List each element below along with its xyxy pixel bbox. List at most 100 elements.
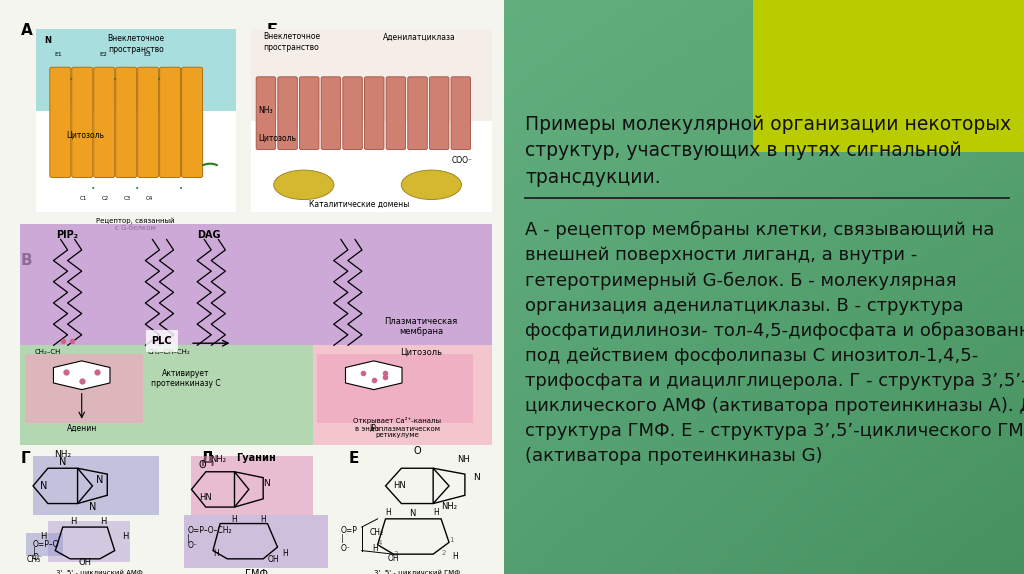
FancyBboxPatch shape (408, 77, 427, 150)
FancyBboxPatch shape (116, 67, 136, 177)
Bar (20, 224, 492, 346)
Text: NH₂: NH₂ (210, 455, 226, 464)
FancyBboxPatch shape (365, 77, 384, 150)
Text: Б: Б (266, 23, 278, 38)
Text: Примеры молекулярной организации некоторых
структур, участвующих в путях сигналь: Примеры молекулярной организации некотор… (525, 115, 1012, 187)
FancyBboxPatch shape (256, 77, 275, 150)
Text: Внеклеточное
пространство: Внеклеточное пространство (263, 32, 321, 52)
Text: Активирует
протеинкиназу С: Активирует протеинкиназу С (151, 369, 220, 388)
Text: N: N (96, 475, 103, 485)
FancyBboxPatch shape (137, 67, 159, 177)
Text: O=P–O–CH₂: O=P–O–CH₂ (187, 526, 231, 535)
Text: NH₂: NH₂ (441, 502, 457, 511)
Text: H: H (213, 549, 219, 559)
Text: C4: C4 (146, 196, 154, 200)
Bar (36, 29, 236, 111)
Text: Внеклеточное
пространство: Внеклеточное пространство (108, 34, 164, 53)
Text: H: H (70, 517, 77, 526)
Bar (184, 515, 328, 568)
FancyBboxPatch shape (181, 67, 203, 177)
Text: Аденин: Аденин (67, 424, 97, 433)
Text: C3: C3 (124, 196, 131, 200)
Text: |: | (33, 547, 36, 556)
FancyBboxPatch shape (322, 77, 341, 150)
Text: PIP₂: PIP₂ (56, 231, 79, 241)
Text: 3: 3 (393, 552, 398, 557)
Ellipse shape (401, 170, 462, 200)
Text: DAG: DAG (198, 231, 220, 241)
Text: NH₂: NH₂ (54, 449, 72, 459)
Text: Д: Д (200, 451, 213, 466)
Text: HN: HN (199, 493, 211, 502)
Text: N: N (40, 481, 47, 491)
Bar (251, 29, 492, 121)
Text: O⁻: O⁻ (187, 541, 197, 550)
Text: H: H (260, 515, 266, 525)
FancyBboxPatch shape (429, 77, 449, 150)
Text: А: А (20, 23, 32, 38)
Text: PLC: PLC (152, 336, 172, 346)
Text: Открывает Ca²⁺-каналы
в эндоплазматическом
ретикулуме: Открывает Ca²⁺-каналы в эндоплазматическ… (353, 417, 441, 438)
Text: Каталитические домены: Каталитические домены (309, 200, 410, 209)
Text: |: | (187, 534, 189, 543)
FancyBboxPatch shape (72, 67, 93, 177)
Text: CH₂–CH–CH₂: CH₂–CH–CH₂ (147, 349, 190, 355)
Bar (251, 121, 492, 212)
Text: O⁻: O⁻ (341, 544, 351, 553)
Text: O=P–O: O=P–O (33, 540, 59, 549)
Text: N: N (410, 510, 416, 518)
Text: Гуанин: Гуанин (237, 453, 275, 463)
Text: O: O (199, 460, 206, 470)
Text: OH: OH (388, 554, 399, 563)
Text: N: N (473, 473, 479, 482)
Text: ГМФ: ГМФ (245, 569, 267, 574)
FancyBboxPatch shape (50, 67, 71, 177)
Text: Цитозоль: Цитозоль (399, 348, 442, 356)
Bar (26, 354, 143, 422)
Text: COO⁻: COO⁻ (452, 157, 472, 165)
Text: Цитозоль: Цитозоль (258, 134, 296, 142)
Bar (317, 354, 473, 422)
Bar (48, 521, 129, 563)
Bar (33, 456, 160, 515)
Text: H: H (453, 552, 458, 561)
FancyBboxPatch shape (386, 77, 406, 150)
Bar (753, 0, 1024, 152)
Text: H: H (282, 549, 288, 559)
FancyBboxPatch shape (299, 77, 319, 150)
Ellipse shape (273, 170, 334, 200)
Bar (0, 0, 504, 574)
Text: N: N (89, 502, 96, 512)
FancyBboxPatch shape (343, 77, 362, 150)
Text: Аденилатциклаза: Аденилатциклаза (383, 32, 456, 41)
Text: E1: E1 (54, 52, 61, 57)
Text: Е: Е (348, 451, 358, 466)
Text: O⁻: O⁻ (33, 553, 43, 562)
Text: H: H (100, 517, 106, 526)
Text: Плазматическая
мембрана: Плазматическая мембрана (384, 317, 458, 336)
Text: CH₂: CH₂ (370, 528, 384, 537)
Text: Г: Г (20, 451, 30, 466)
Text: 1: 1 (449, 537, 454, 544)
Text: E2: E2 (99, 52, 108, 57)
Text: C1: C1 (80, 196, 87, 200)
Bar (312, 346, 492, 445)
Text: 4: 4 (378, 540, 382, 546)
Text: N: N (263, 479, 270, 488)
Text: H: H (122, 532, 128, 541)
Text: А - рецептор мембраны клетки, связывающий на
внешней поверхности лиганд, а внутр: А - рецептор мембраны клетки, связывающи… (525, 221, 1024, 465)
Bar (20, 346, 312, 445)
Text: H: H (372, 544, 378, 553)
Text: IP₃: IP₃ (369, 424, 379, 433)
Text: HN: HN (393, 481, 407, 490)
Bar (191, 456, 313, 515)
Text: E3: E3 (143, 52, 152, 57)
Text: C2: C2 (102, 196, 110, 200)
Text: H: H (385, 509, 391, 517)
Text: 3', 5' - цикличский АМФ
Активатор протеинкиназы А: 3', 5' - цикличский АМФ Активатор протеи… (47, 569, 153, 574)
Text: |: | (341, 534, 344, 543)
Polygon shape (53, 361, 110, 390)
Text: 3', 5' - цикличский ГМФ
Активатор
протеинкиназы G: 3', 5' - цикличский ГМФ Активатор протеи… (374, 569, 461, 574)
Polygon shape (345, 361, 402, 390)
Text: В: В (20, 253, 32, 267)
